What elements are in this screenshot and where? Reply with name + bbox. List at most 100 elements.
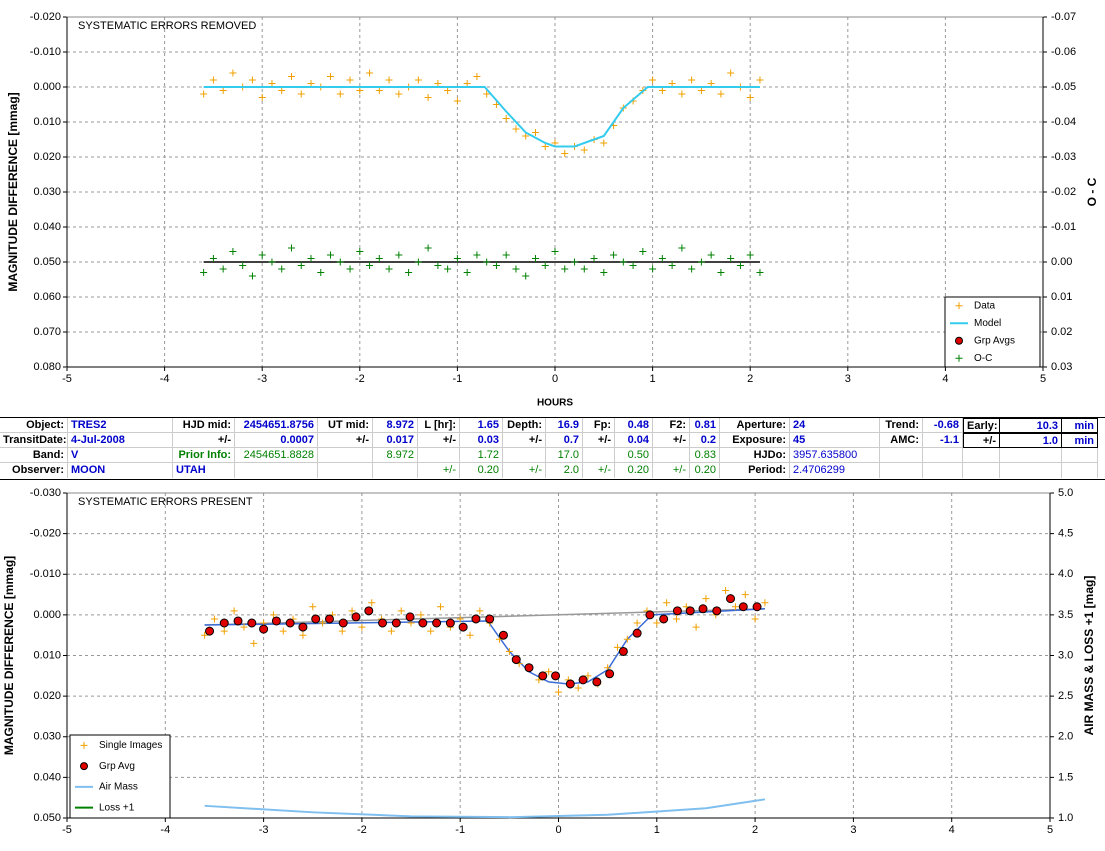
data-point	[258, 251, 266, 259]
y2-tick-label: 0.03	[1051, 361, 1072, 373]
data-point	[444, 265, 452, 273]
data-point	[580, 146, 588, 154]
table-cell: 0.50	[615, 448, 653, 463]
table-cell: +/-	[503, 463, 546, 478]
data-point	[358, 623, 366, 631]
data-point	[385, 76, 393, 84]
data-point	[649, 76, 657, 84]
data-point	[278, 87, 286, 94]
y2-tick-label: 5.0	[1058, 487, 1073, 499]
data-point	[229, 69, 237, 77]
data-point	[545, 668, 553, 676]
table-cell	[653, 448, 690, 463]
data-point	[531, 129, 539, 136]
reference-line	[204, 608, 765, 626]
y2-tick-label: 2.5	[1058, 690, 1073, 702]
data-point	[219, 87, 227, 94]
y-tick-label: 0.070	[33, 326, 61, 338]
legend-label: Data	[974, 300, 996, 311]
x-tick-label: 1	[654, 824, 660, 836]
table-cell: 0.83	[690, 448, 720, 463]
data-point	[220, 627, 228, 635]
table-cell: Fp:	[583, 418, 615, 433]
data-point	[702, 595, 710, 603]
data-point	[463, 80, 471, 87]
data-point	[424, 94, 432, 101]
data-point	[309, 603, 317, 611]
group-average	[498, 630, 508, 640]
data-point	[590, 255, 598, 262]
data-point	[336, 258, 344, 266]
data-point	[297, 262, 305, 269]
y-tick-label: 0.010	[33, 116, 61, 128]
x-tick-label: -4	[160, 373, 170, 385]
y-tick-label: 0.040	[33, 771, 61, 783]
table-cell: 2.4706299	[790, 463, 880, 478]
table-cell: 2454651.8756	[235, 418, 318, 433]
group-average	[752, 602, 762, 612]
table-cell: AMC:	[880, 433, 923, 448]
chart-title: SYSTEMATIC ERRORS PRESENT	[78, 496, 253, 508]
table-cell: 3957.635800	[790, 448, 880, 463]
data-point	[387, 627, 395, 635]
y2-tick-label: -0.03	[1051, 151, 1076, 163]
data-point	[434, 262, 442, 269]
chart-title: SYSTEMATIC ERRORS REMOVED	[78, 20, 256, 32]
data-point	[229, 248, 237, 255]
data-point	[453, 97, 461, 105]
table-cell: 0.20	[615, 463, 653, 478]
data-point	[751, 615, 759, 623]
legend-symbol	[955, 354, 963, 362]
data-point	[385, 265, 393, 273]
data-point	[327, 251, 335, 259]
parameter-table: Object: TRES2 HJD mid: 2454651.8756 UT mid: 8…	[0, 417, 1105, 480]
data-point	[668, 80, 676, 87]
table-cell: Early:	[963, 418, 1000, 433]
table-cell: 8.972	[373, 448, 418, 463]
x-tick-label: 5	[1047, 824, 1053, 836]
table-cell: Period:	[720, 463, 790, 478]
table-cell: +/-	[653, 433, 690, 448]
group-average	[592, 677, 602, 687]
group-average	[605, 669, 615, 679]
y2-tick-label: -0.07	[1051, 11, 1076, 23]
group-average	[445, 618, 455, 628]
table-cell: -0.68	[923, 418, 963, 433]
data-point	[722, 587, 730, 594]
table-cell: 24	[790, 418, 880, 433]
y-tick-label: -0.020	[30, 11, 61, 23]
data-point	[269, 611, 277, 619]
legend-label: Grp Avg	[99, 761, 135, 772]
y2-tick-label: -0.06	[1051, 46, 1076, 58]
y2-axis-label: O - C	[1085, 177, 1099, 206]
y2-tick-label: 4.5	[1058, 528, 1073, 540]
table-cell: +/-	[653, 463, 690, 478]
data-point	[248, 272, 256, 280]
data-point	[473, 73, 481, 80]
data-point	[483, 258, 491, 266]
y2-axis-label: AIR MASS & LOSS +1 [mag]	[1082, 576, 1096, 736]
table-cell: HJDo:	[720, 448, 790, 463]
data-point	[761, 599, 769, 607]
table-cell	[503, 448, 546, 463]
group-average	[485, 614, 495, 624]
legend-box	[69, 734, 171, 819]
data-point	[688, 76, 696, 84]
group-average	[672, 606, 682, 616]
data-point	[307, 255, 315, 262]
x-tick-label: -4	[160, 824, 170, 836]
data-point	[356, 87, 364, 94]
table-cell: +/-	[963, 433, 1000, 448]
table-cell: Observer:	[0, 463, 68, 478]
data-point	[658, 87, 666, 94]
data-point	[571, 258, 579, 266]
group-average	[364, 606, 374, 616]
y2-tick-label: -0.04	[1051, 116, 1076, 128]
series-line	[204, 798, 766, 819]
y-tick-label: -0.010	[30, 46, 61, 58]
group-average	[391, 618, 401, 628]
table-cell: min	[1062, 433, 1098, 448]
data-point	[531, 255, 539, 262]
data-point	[561, 150, 569, 157]
group-average	[378, 618, 388, 628]
